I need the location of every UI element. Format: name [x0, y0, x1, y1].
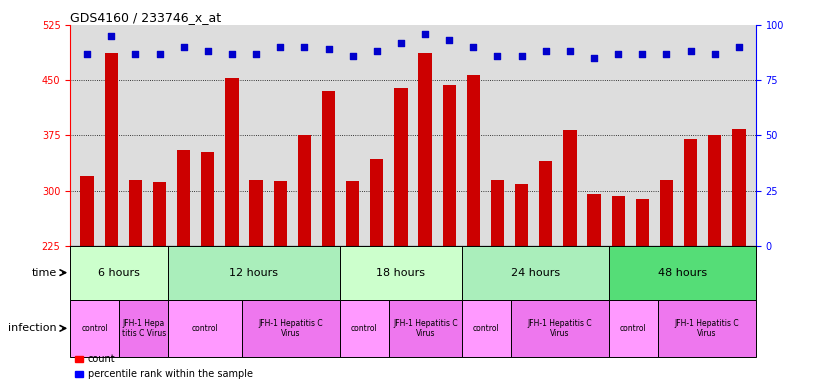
Bar	[70, 300, 119, 357]
Point	[273, 44, 287, 50]
Bar	[515, 184, 529, 246]
Legend: count, percentile rank within the sample: count, percentile rank within the sample	[75, 354, 253, 379]
Bar	[636, 199, 649, 246]
Text: JFH-1 Hepatitis C
Virus: JFH-1 Hepatitis C Virus	[259, 319, 323, 338]
Point	[491, 53, 504, 59]
Text: 48 hours: 48 hours	[657, 268, 707, 278]
Bar	[129, 180, 142, 246]
Point	[129, 51, 142, 57]
Text: control: control	[192, 324, 218, 333]
Text: JFH-1 Hepatitis C
Virus: JFH-1 Hepatitis C Virus	[528, 319, 592, 338]
Bar	[733, 129, 746, 246]
Point	[733, 44, 746, 50]
Bar	[657, 300, 756, 357]
Bar	[563, 130, 577, 246]
Bar	[80, 176, 93, 246]
Point	[539, 48, 553, 55]
Point	[708, 51, 721, 57]
Point	[105, 33, 118, 39]
Text: 12 hours: 12 hours	[230, 268, 278, 278]
Text: 6 hours: 6 hours	[98, 268, 140, 278]
Point	[249, 51, 263, 57]
Bar	[241, 300, 339, 357]
Text: GDS4160 / 233746_x_at: GDS4160 / 233746_x_at	[70, 11, 221, 24]
Point	[684, 48, 697, 55]
Bar	[225, 78, 239, 246]
Bar	[609, 246, 756, 300]
Bar	[169, 300, 242, 357]
Bar	[273, 181, 287, 246]
Point	[660, 51, 673, 57]
Bar	[105, 53, 118, 246]
Bar	[609, 300, 657, 357]
Point	[611, 51, 624, 57]
Bar	[684, 139, 697, 246]
Text: control: control	[81, 324, 108, 333]
Text: time: time	[31, 268, 56, 278]
Text: JFH-1 Hepatitis C
Virus: JFH-1 Hepatitis C Virus	[675, 319, 739, 338]
Bar	[587, 194, 601, 246]
Text: 24 hours: 24 hours	[510, 268, 560, 278]
Bar	[70, 246, 169, 300]
Text: JFH-1 Hepa
titis C Virus: JFH-1 Hepa titis C Virus	[121, 319, 166, 338]
Text: control: control	[473, 324, 500, 333]
Point	[394, 40, 407, 46]
Point	[443, 37, 456, 43]
Text: JFH-1 Hepatitis C
Virus: JFH-1 Hepatitis C Virus	[393, 319, 458, 338]
Bar	[539, 161, 553, 246]
Bar	[370, 159, 383, 246]
Bar	[443, 85, 456, 246]
Point	[177, 44, 190, 50]
Point	[563, 48, 577, 55]
Bar	[419, 53, 432, 246]
Bar	[339, 246, 462, 300]
Bar	[467, 75, 480, 246]
Point	[202, 48, 215, 55]
Bar	[462, 300, 511, 357]
Bar	[394, 88, 407, 246]
Point	[153, 51, 166, 57]
Bar	[119, 300, 169, 357]
Bar	[169, 246, 339, 300]
Bar	[611, 197, 624, 246]
Bar	[462, 246, 609, 300]
Bar	[339, 300, 388, 357]
Bar	[249, 180, 263, 246]
Bar	[708, 136, 721, 246]
Bar	[511, 300, 609, 357]
Point	[225, 51, 239, 57]
Bar	[177, 150, 190, 246]
Text: control: control	[351, 324, 377, 333]
Bar	[297, 136, 311, 246]
Text: infection: infection	[8, 323, 56, 333]
Bar	[346, 181, 359, 246]
Bar	[322, 91, 335, 246]
Text: 18 hours: 18 hours	[377, 268, 425, 278]
Bar	[660, 180, 673, 246]
Point	[297, 44, 311, 50]
Bar	[388, 300, 462, 357]
Point	[587, 55, 601, 61]
Point	[636, 51, 649, 57]
Point	[80, 51, 93, 57]
Point	[370, 48, 383, 55]
Text: control: control	[620, 324, 647, 333]
Bar	[202, 152, 215, 246]
Point	[467, 44, 480, 50]
Bar	[491, 180, 504, 246]
Bar	[153, 182, 166, 246]
Point	[322, 46, 335, 52]
Point	[515, 53, 529, 59]
Point	[419, 31, 432, 37]
Point	[346, 53, 359, 59]
